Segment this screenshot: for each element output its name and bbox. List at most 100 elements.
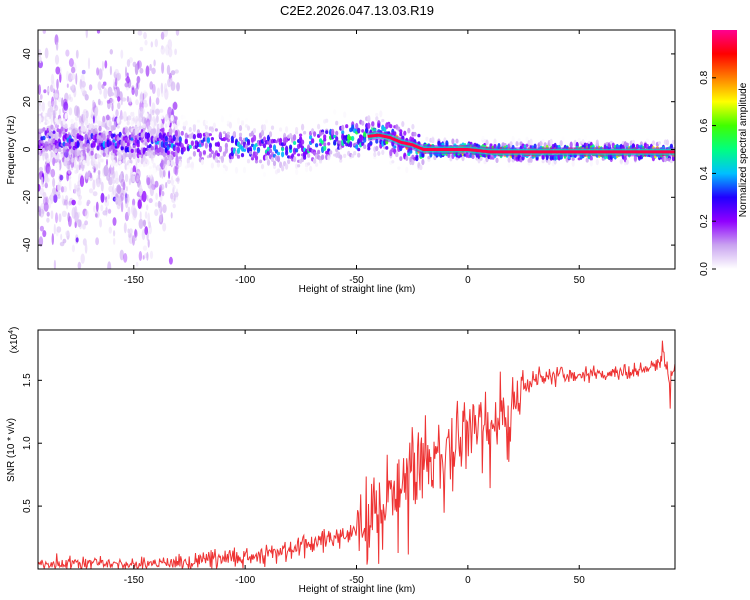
heatmap-cell — [381, 118, 385, 123]
heatmap-cell — [363, 137, 367, 143]
heatmap-cell — [625, 142, 629, 147]
heatmap-cell — [559, 140, 563, 147]
heatmap-cell — [143, 31, 147, 40]
heatmap-cell — [116, 116, 120, 124]
heatmap-cell — [319, 160, 323, 164]
heatmap-cell — [52, 177, 56, 188]
heatmap-cell — [174, 124, 178, 131]
heatmap-cell — [240, 120, 245, 126]
heatmap-cell — [128, 151, 132, 159]
heatmap-cell — [52, 88, 55, 94]
heatmap-cell — [160, 160, 166, 169]
heatmap-cell — [50, 168, 56, 178]
heatmap-cell — [202, 150, 206, 155]
heatmap-cell — [583, 134, 587, 142]
heatmap-cell — [84, 220, 88, 226]
snr-panel: -150 -100 -50 0 50 0.5 1.0 1.5 Height of strai… — [6, 327, 676, 595]
snr-series-line — [38, 340, 675, 569]
spectrogram-x-tick-label: 0 — [465, 275, 471, 286]
spectrogram-x-tick-label: -50 — [349, 275, 364, 286]
heatmap-cell — [174, 69, 179, 74]
heatmap-cell — [43, 202, 49, 212]
heatmap-ridge-core — [367, 133, 675, 154]
heatmap-cell — [171, 198, 176, 203]
heatmap-cell — [367, 122, 371, 129]
heatmap-cell — [106, 114, 110, 121]
heatmap-cell — [144, 226, 148, 236]
heatmap-cell — [541, 159, 545, 164]
heatmap-cell — [97, 81, 102, 91]
heatmap-cell — [415, 156, 419, 162]
heatmap-cell — [38, 60, 43, 69]
heatmap-cell — [244, 143, 249, 150]
heatmap-cell — [148, 221, 152, 229]
heatmap-cell — [154, 202, 159, 207]
heatmap-cell — [295, 126, 299, 133]
heatmap-cell — [152, 167, 156, 173]
heatmap-cell — [44, 182, 48, 189]
heatmap-cell — [53, 187, 56, 196]
heatmap-cell — [307, 176, 311, 181]
heatmap-cell — [60, 233, 63, 241]
heatmap-cell — [549, 138, 553, 146]
heatmap-cell — [148, 166, 152, 170]
heatmap-cell — [581, 139, 585, 145]
heatmap-cell — [130, 111, 135, 117]
heatmap-cell — [325, 118, 329, 123]
heatmap-cell — [60, 153, 64, 158]
heatmap-cell — [170, 212, 173, 219]
heatmap-cell — [124, 128, 128, 134]
heatmap-cell — [88, 188, 94, 194]
heatmap-cell — [270, 125, 275, 130]
heatmap-cell — [481, 136, 485, 141]
heatmap-cell — [102, 152, 106, 157]
heatmap-cell — [393, 145, 397, 149]
heatmap-cell — [375, 112, 379, 117]
heatmap-cell — [115, 109, 119, 117]
heatmap-cell — [90, 150, 94, 157]
heatmap-cell — [126, 95, 130, 103]
heatmap-cell — [254, 151, 259, 156]
heatmap-cell — [170, 192, 174, 200]
figure-title: C2E2.2026.047.13.03.R19 — [280, 3, 434, 18]
heatmap-cell — [125, 66, 127, 78]
heatmap-cell — [379, 110, 383, 118]
heatmap-cell — [74, 206, 78, 217]
heatmap-cell — [196, 129, 200, 135]
heatmap-cell — [161, 62, 165, 74]
heatmap-cell — [285, 150, 289, 156]
heatmap-cell — [381, 149, 385, 155]
heatmap-cell — [60, 186, 65, 193]
heatmap-cell — [65, 230, 70, 237]
heatmap-cell — [307, 153, 311, 158]
heatmap-cell — [155, 97, 160, 105]
heatmap-cell — [329, 150, 333, 155]
heatmap-cell — [248, 150, 253, 155]
heatmap-cell — [427, 156, 431, 160]
heatmap-cell — [371, 122, 375, 127]
heatmap-cell — [168, 47, 173, 58]
heatmap-cell — [363, 131, 367, 138]
heatmap-cell — [293, 156, 297, 163]
heatmap-cell — [377, 151, 381, 156]
heatmap-cell — [507, 156, 511, 163]
heatmap-cell — [287, 159, 291, 165]
heatmap-cell — [140, 91, 144, 104]
heatmap-cell — [204, 120, 208, 124]
heatmap-cell — [327, 148, 331, 152]
heatmap-cell — [160, 123, 164, 129]
heatmap-cell — [190, 161, 194, 168]
heatmap-cell — [159, 108, 164, 113]
colorbar-ticks: 0.0 0.2 0.4 0.6 0.8 — [699, 70, 716, 276]
heatmap-cell — [619, 159, 623, 164]
heatmap-cell — [44, 177, 50, 183]
heatmap-cell — [168, 170, 171, 180]
heatmap-cell — [101, 84, 105, 89]
heatmap-cell — [75, 237, 79, 243]
heatmap-cell — [103, 87, 108, 100]
heatmap-cell — [114, 170, 119, 182]
heatmap-cell — [309, 135, 313, 140]
heatmap-cell — [321, 154, 325, 160]
heatmap-cell — [115, 162, 118, 167]
